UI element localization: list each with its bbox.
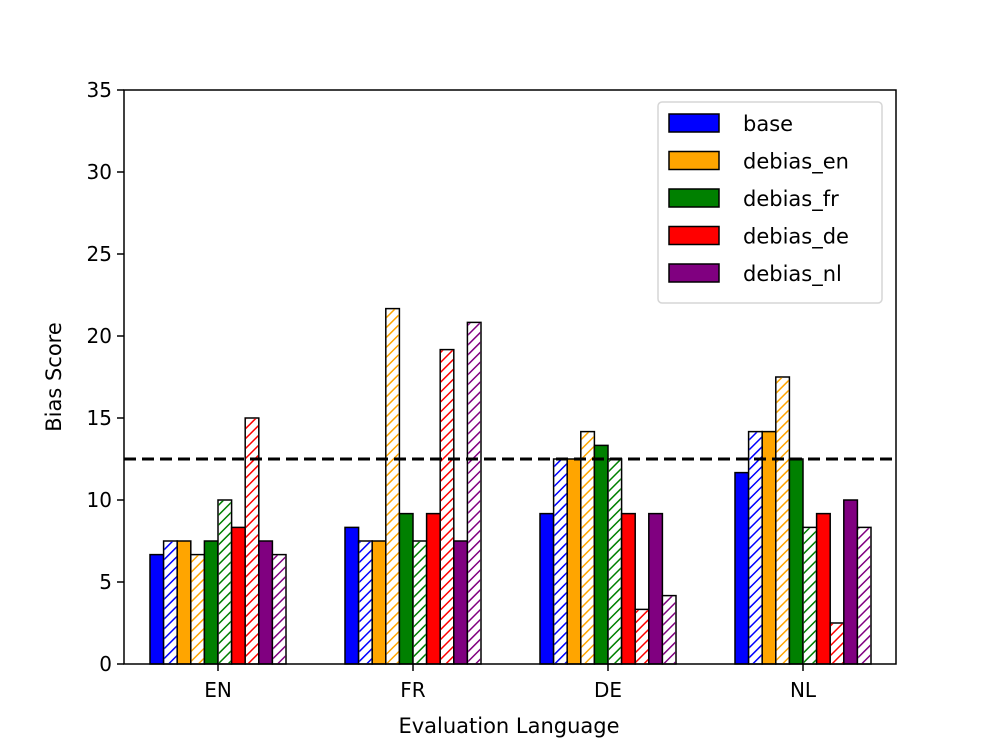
- y-tick-label: 25: [87, 242, 112, 266]
- y-tick-label: 10: [87, 488, 112, 512]
- legend-swatch-debias_de: [668, 225, 720, 246]
- bar-hatch-fill-base-fr: [359, 541, 372, 664]
- bar-hatch-fill-debias_de-nl: [830, 623, 844, 664]
- bar-debias_nl-en: [258, 540, 274, 665]
- bar-hatch-fill-debias_en-de: [581, 432, 594, 664]
- bar-debias_nl-fr: [453, 540, 469, 665]
- bar-debias_nl-nl: [843, 499, 859, 665]
- bar-debias_de-en: [230, 526, 246, 665]
- bar-debias_en-en: [176, 540, 192, 665]
- bar-debias_fr-nl: [788, 458, 804, 665]
- bar-hatch-fill-debias_fr-de: [608, 459, 621, 664]
- y-tick-label: 0: [99, 652, 112, 676]
- bar-base-en: [149, 553, 165, 665]
- legend-label-debias_nl: debias_nl: [743, 262, 842, 287]
- legend-label-debias_fr: debias_fr: [743, 187, 839, 212]
- y-tick-label: 35: [87, 78, 112, 102]
- bar-hatch-fill-debias_nl-fr: [468, 323, 481, 664]
- bar-hatch-fill-debias_de-de: [635, 610, 649, 664]
- x-tick-label: DE: [594, 678, 622, 702]
- bar-hatch-fill-debias_de-en: [245, 418, 259, 664]
- x-tick-label: EN: [204, 678, 232, 702]
- bar-debias_nl-de: [648, 512, 664, 665]
- bar-debias_fr-en: [203, 540, 219, 665]
- bar-debias_de-fr: [425, 512, 441, 665]
- bar-base-de: [539, 512, 555, 665]
- bar-hatch-fill-debias_nl-nl: [858, 528, 871, 664]
- bar-debias_fr-de: [593, 444, 609, 665]
- bars-group: [149, 307, 872, 665]
- x-tick-label: NL: [790, 678, 817, 702]
- bar-hatch-fill-base-de: [554, 459, 567, 664]
- legend-swatch-debias_nl: [668, 263, 720, 283]
- y-tick-label: 5: [99, 570, 112, 594]
- legend-label-debias_de: debias_de: [743, 225, 849, 250]
- y-tick-label: 15: [87, 406, 112, 430]
- legend-swatch-debias_en: [668, 150, 720, 171]
- bar-base-fr: [344, 526, 360, 665]
- y-axis-ticks: 0 5 10 15 20 25 30 35: [87, 78, 124, 676]
- bar-hatch-fill-base-en: [164, 541, 177, 664]
- legend-label-base: base: [743, 112, 793, 136]
- bar-hatch-fill-debias_nl-de: [663, 596, 676, 664]
- bar-hatch-fill-debias_fr-fr: [413, 541, 426, 664]
- bar-debias_de-de: [620, 512, 636, 665]
- bar-hatch-fill-debias_en-fr: [386, 309, 399, 664]
- bar-hatch-fill-debias_fr-en: [218, 500, 231, 664]
- bar-hatch-fill-debias_fr-nl: [803, 528, 816, 664]
- bar-hatch-fill-base-nl: [749, 432, 762, 664]
- legend-label-debias_en: debias_en: [743, 150, 849, 175]
- y-tick-label: 30: [87, 160, 112, 184]
- bar-hatch-fill-debias_en-en: [191, 555, 204, 664]
- x-tick-label: FR: [400, 678, 426, 702]
- bar-debias_fr-fr: [398, 512, 414, 665]
- bar-debias_en-de: [566, 458, 582, 665]
- bar-debias_en-fr: [371, 540, 387, 665]
- legend: base debias_en debias_fr debias_de debias_nl: [657, 101, 883, 304]
- bar-debias_en-nl: [761, 430, 777, 665]
- bar-hatch-fill-debias_de-fr: [440, 350, 454, 664]
- x-axis-label: Evaluation Language: [398, 714, 619, 738]
- y-tick-label: 20: [87, 324, 112, 348]
- bar-debias_de-nl: [815, 512, 831, 665]
- y-axis-label: Bias Score: [42, 322, 66, 432]
- plot-frame: [123, 89, 897, 665]
- x-axis-ticks: EN FR DE NL: [204, 664, 817, 702]
- bar-hatch-fill-debias_en-nl: [776, 377, 789, 664]
- legend-swatch-base: [668, 113, 720, 133]
- bar-base-nl: [734, 471, 750, 665]
- legend-swatch-debias_fr: [668, 188, 720, 208]
- bar-hatch-fill-debias_nl-en: [273, 555, 286, 664]
